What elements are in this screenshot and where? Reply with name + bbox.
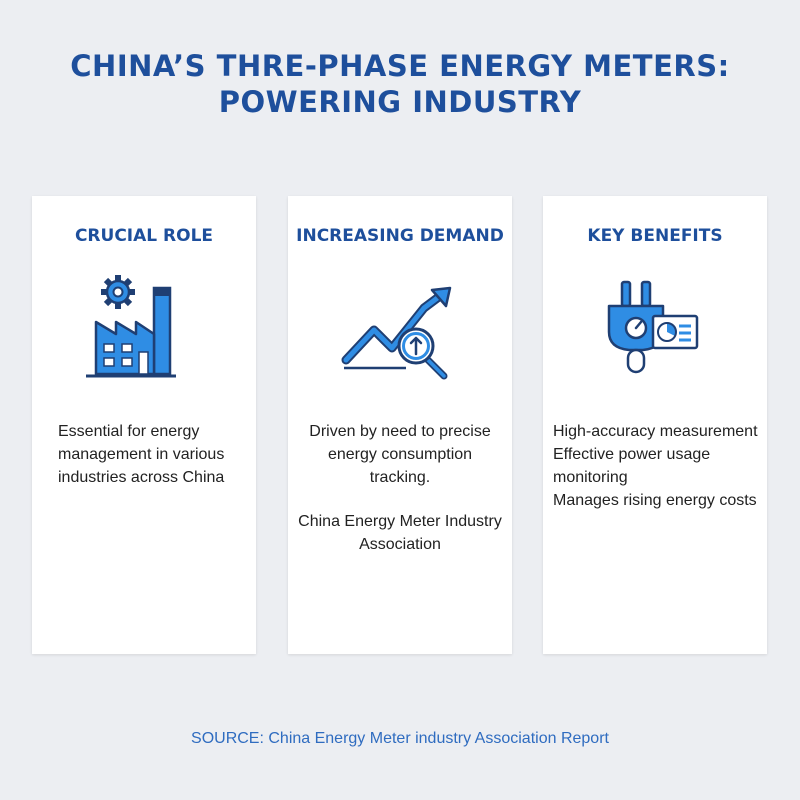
card-description: Driven by need to precise energy consump…	[298, 420, 502, 556]
card-key-benefits: KEY BENEFITS High-accuracy measurement E…	[543, 196, 767, 654]
list-item: High-accuracy measurement	[553, 423, 758, 440]
list-item: Manages rising energy costs	[553, 492, 757, 509]
card-increasing-demand: INCREASING DEMAND Driven by need to prec…	[288, 196, 512, 654]
card-heading: KEY BENEFITS	[587, 226, 723, 246]
card-description-text: Driven by need to precise energy consump…	[309, 423, 491, 486]
plug-chart-icon	[607, 280, 699, 374]
card-description: Essential for energy management in vario…	[58, 423, 225, 486]
card-crucial-role: CRUCIAL ROLE	[32, 196, 256, 654]
card-source-note: China Energy Meter Industry Association	[298, 513, 502, 553]
source-note: SOURCE: China Energy Meter industry Asso…	[191, 730, 609, 747]
page-title: CHINA’S THRE-PHASE ENERGY METERS: POWERI…	[0, 48, 800, 120]
card-heading: CRUCIAL ROLE	[74, 226, 214, 246]
rising-chart-magnifier-icon	[341, 286, 452, 380]
page-title-line-2: POWERING INDUSTRY	[218, 85, 582, 119]
factory-gear-icon	[86, 275, 176, 378]
list-item: monitoring	[553, 469, 628, 486]
benefit-list: High-accuracy measurement Effective powe…	[553, 420, 767, 512]
list-item: Effective power usage	[553, 446, 711, 463]
page-title-line-1: CHINA’S THRE-PHASE ENERGY METERS:	[70, 49, 730, 83]
card-heading: INCREASING DEMAND	[296, 226, 504, 246]
